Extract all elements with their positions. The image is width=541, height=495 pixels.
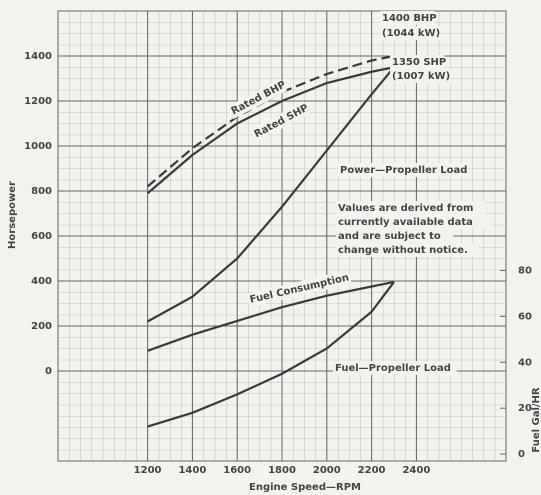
y2-tick-label: 20 bbox=[518, 403, 532, 414]
x-tick-label: 2200 bbox=[358, 465, 386, 476]
y-axis-label: Horsepower bbox=[7, 181, 18, 249]
y-tick-label: 1400 bbox=[24, 51, 52, 62]
annotation-bg bbox=[336, 243, 479, 257]
x-tick-label: 1200 bbox=[134, 465, 162, 476]
y-tick-label: 600 bbox=[31, 231, 52, 242]
series-line bbox=[147, 66, 395, 323]
label-bg bbox=[338, 163, 468, 177]
annotation: Values are derived from bbox=[338, 203, 473, 214]
y-tick-label: 1200 bbox=[24, 96, 52, 107]
y2-tick-label: 40 bbox=[518, 357, 532, 368]
y2-tick-label: 80 bbox=[518, 265, 532, 276]
series-label: Power—Propeller Load bbox=[340, 165, 467, 176]
x-axis-label: Engine Speed—RPM bbox=[249, 482, 361, 493]
annotation: currently available data bbox=[338, 217, 473, 228]
label-bg bbox=[246, 270, 352, 308]
annotation-bg bbox=[380, 11, 435, 25]
annotation: change without notice. bbox=[338, 245, 468, 256]
series-line bbox=[146, 66, 395, 195]
annotation-bg bbox=[336, 201, 485, 215]
label-bg bbox=[249, 101, 311, 143]
annotation-bg bbox=[380, 26, 441, 40]
annotation: (1007 kW) bbox=[392, 71, 450, 82]
annotation-bg bbox=[336, 229, 454, 243]
y-tick-label: 1000 bbox=[24, 141, 52, 152]
series-label: Fuel—Propeller Load bbox=[335, 363, 451, 374]
x-tick-label: 1400 bbox=[178, 465, 206, 476]
annotation: 1350 SHP bbox=[392, 57, 446, 68]
series-line bbox=[146, 54, 395, 188]
y-tick-label: 400 bbox=[31, 276, 52, 287]
label-bg bbox=[333, 361, 457, 375]
annotation: (1044 kW) bbox=[382, 28, 440, 39]
y-tick-label: 800 bbox=[31, 186, 52, 197]
x-tick-label: 1800 bbox=[268, 465, 296, 476]
x-tick-label: 2400 bbox=[402, 465, 430, 476]
annotation-bg bbox=[336, 215, 492, 229]
annotation: and are subject to bbox=[338, 231, 441, 242]
x-tick-label: 1600 bbox=[223, 465, 251, 476]
series-line bbox=[147, 281, 395, 428]
annotation-bg bbox=[390, 69, 451, 83]
annotation: 1400 BHP bbox=[382, 13, 437, 24]
y2-axis-label: Fuel Gal/HR bbox=[531, 387, 541, 453]
series-line bbox=[147, 280, 395, 352]
label-bg bbox=[226, 78, 288, 120]
y2-tick-label: 60 bbox=[518, 311, 532, 322]
y2-tick-label: 0 bbox=[518, 449, 525, 460]
y-tick-label: 200 bbox=[31, 321, 52, 332]
annotation-bg bbox=[390, 55, 445, 69]
y-tick-label: 0 bbox=[45, 366, 52, 377]
x-tick-label: 2000 bbox=[313, 465, 341, 476]
